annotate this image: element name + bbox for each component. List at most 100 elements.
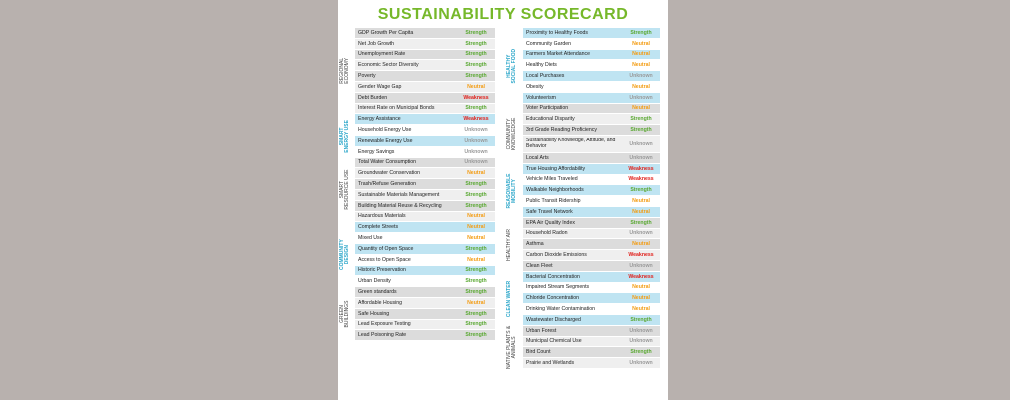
indicator-label: Affordable Housing [358, 299, 403, 306]
indicator-label: Sustainable Materials Management [358, 191, 440, 198]
rating-badge: Neutral [467, 170, 485, 177]
rating-badge: Strength [465, 202, 487, 209]
scorecard-row: 3rd Grade Reading Proficiency Strength [523, 125, 660, 136]
rating-badge: Strength [465, 332, 487, 339]
scorecard-row: Vehicle Miles Traveled Weakness [523, 174, 660, 186]
section-label: REGIONAL ECONOMY [339, 28, 351, 114]
rating-badge: Neutral [467, 235, 485, 242]
scorecard-row: Prairie and Wetlands Unknown [523, 358, 660, 369]
indicator-label: Public Transit Ridership [526, 198, 581, 205]
indicator-label: Safe Travel Network [526, 208, 573, 215]
scorecard-row: Building Material Reuse & Recycling Stren… [355, 200, 495, 212]
scorecard-row: Household Energy Use Unknown [355, 125, 495, 136]
indicator-label: Unemployment Rate [358, 51, 406, 58]
rating-badge: Unknown [629, 360, 653, 366]
indicator-label: Carbon Dioxide Emissions [526, 252, 587, 259]
indicator-label: Clean Fleet [526, 262, 553, 269]
indicator-label: Drinking Water Contamination [526, 306, 596, 313]
rating-badge: Strength [465, 321, 487, 328]
section-label-line: BUILDINGS [344, 300, 351, 328]
section-label-line: CLEAN WATER [506, 280, 512, 317]
scorecard-row: Household Radon Unknown [523, 228, 660, 240]
scorecard-row: Wastewater Discharged Strength [523, 314, 660, 326]
scorecard-row: Renewable Energy Use Unknown [355, 135, 495, 147]
rating-badge: Strength [465, 278, 487, 285]
scorecard-row: Drinking Water Contamination Neutral [523, 304, 660, 315]
rating-badge: Strength [465, 289, 487, 296]
indicator-label: Local Purchases [526, 73, 565, 80]
indicator-label: Municipal Chemical Use [526, 338, 582, 345]
scorecard-row: Safe Housing Strength [355, 308, 495, 320]
rating-badge: Strength [465, 267, 487, 274]
scorecard-row: Obesity Neutral [523, 81, 660, 93]
rating-badge: Weakness [463, 116, 489, 123]
indicator-label: Obesity [526, 83, 544, 90]
scorecard-row: Debt Burden Weakness [355, 92, 495, 104]
rating-badge: Unknown [629, 262, 653, 269]
indicator-label: True Housing Affordability [526, 165, 586, 172]
scorecard-row: Healthy Diets Neutral [523, 60, 660, 72]
scorecard-row: Municipal Chemical Use Unknown [523, 336, 660, 348]
scorecard-row: Bacterial Concentration Weakness [523, 271, 660, 283]
rating-badge: Strength [630, 187, 652, 194]
section-label: COMMUNITY KNOWLEDGE [506, 104, 518, 164]
rating-badge: Unknown [629, 154, 653, 161]
scorecard-row: Sustainability Knowledge, Attitude, and … [523, 135, 660, 153]
rating-badge: Neutral [467, 224, 485, 231]
scorecard-row: Bird Count Strength [523, 347, 660, 359]
scorecard-row: Trash/Refuse Generation Strength [355, 179, 495, 190]
scorecard-row: Total Water Consumption Unknown [355, 157, 495, 169]
indicator-label: Sustainability Knowledge, Attitude, and … [526, 138, 616, 149]
indicator-label: Urban Density [358, 278, 391, 285]
scorecard-row: Green standards Strength [355, 287, 495, 298]
rating-badge: Neutral [632, 51, 650, 58]
indicator-label: Gender Wage Gap [358, 83, 402, 90]
indicator-label: Green standards [358, 289, 397, 296]
rating-badge: Unknown [464, 127, 488, 134]
scorecard-row: Chloride Concentration Neutral [523, 293, 660, 305]
scorecard-row: Economic Sector Diversity Strength [355, 60, 495, 72]
indicator-label: Urban Forest [526, 327, 557, 334]
scorecard-row: Affordable Housing Neutral [355, 297, 495, 309]
indicator-label: Local Arts [526, 154, 549, 161]
scorecard-row: Historic Preservation Strength [355, 265, 495, 277]
section-label-line: MOBILITY [511, 178, 518, 203]
indicator-label: Net Job Growth [358, 40, 395, 47]
scorecard-row: Community Garden Neutral [523, 38, 660, 50]
rating-badge: Strength [630, 29, 652, 36]
scorecard-row: Farmers Market Attendance Neutral [523, 49, 660, 61]
scorecard-row: Quantity of Open Space Strength [355, 243, 495, 255]
scorecard-row: Proximity to Healthy Foods Strength [523, 28, 660, 39]
rating-badge: Unknown [464, 137, 488, 144]
indicator-label: Walkable Neighborhoods [526, 187, 584, 194]
scorecard-row: Groundwater Conservation Neutral [355, 168, 495, 180]
page-title: SUSTAINABILITY SCORECARD [377, 6, 629, 23]
scorecard-row: Public Transit Ridership Neutral [523, 196, 660, 207]
rating-badge: Weakness [628, 165, 654, 172]
scorecard-row: Lead Poisoning Rate Strength [355, 330, 495, 342]
rating-badge: Strength [630, 219, 652, 226]
indicator-label: Total Water Consumption [358, 159, 417, 166]
rating-badge: Unknown [629, 73, 653, 80]
section-label: COMMUNITY DESIGN [339, 222, 351, 287]
scorecard-row: Interest Rate on Municipal Bonds Strength [355, 103, 495, 115]
indicator-label: Volunteerism [526, 94, 556, 101]
indicator-label: Safe Housing [358, 310, 390, 317]
indicator-label: Impaired Stream Segments [526, 284, 590, 291]
indicator-label: Proximity to Healthy Foods [526, 29, 588, 36]
indicator-label: Interest Rate on Municipal Bonds [358, 105, 435, 112]
scorecard-row: Local Purchases Unknown [523, 71, 660, 82]
section-label: SMART ENERGY USE [339, 114, 351, 157]
indicator-label: Lead Poisoning Rate [358, 332, 407, 339]
scorecard-row: Mixed Use Neutral [355, 233, 495, 244]
indicator-label: Voter Participation [526, 105, 569, 112]
indicator-label: Bird Count [526, 349, 551, 356]
rating-badge: Unknown [629, 327, 653, 334]
section-label-line: SOCIAL FOOD [511, 48, 518, 84]
rating-badge: Unknown [629, 230, 653, 237]
scorecard-row: Carbon Dioxide Emissions Weakness [523, 250, 660, 261]
indicator-label: Economic Sector Diversity [358, 62, 419, 69]
indicator-label: Energy Savings [358, 148, 395, 155]
indicator-label: Quantity of Open Space [358, 245, 414, 252]
section-label-line: RESOURCE USE [344, 169, 351, 210]
